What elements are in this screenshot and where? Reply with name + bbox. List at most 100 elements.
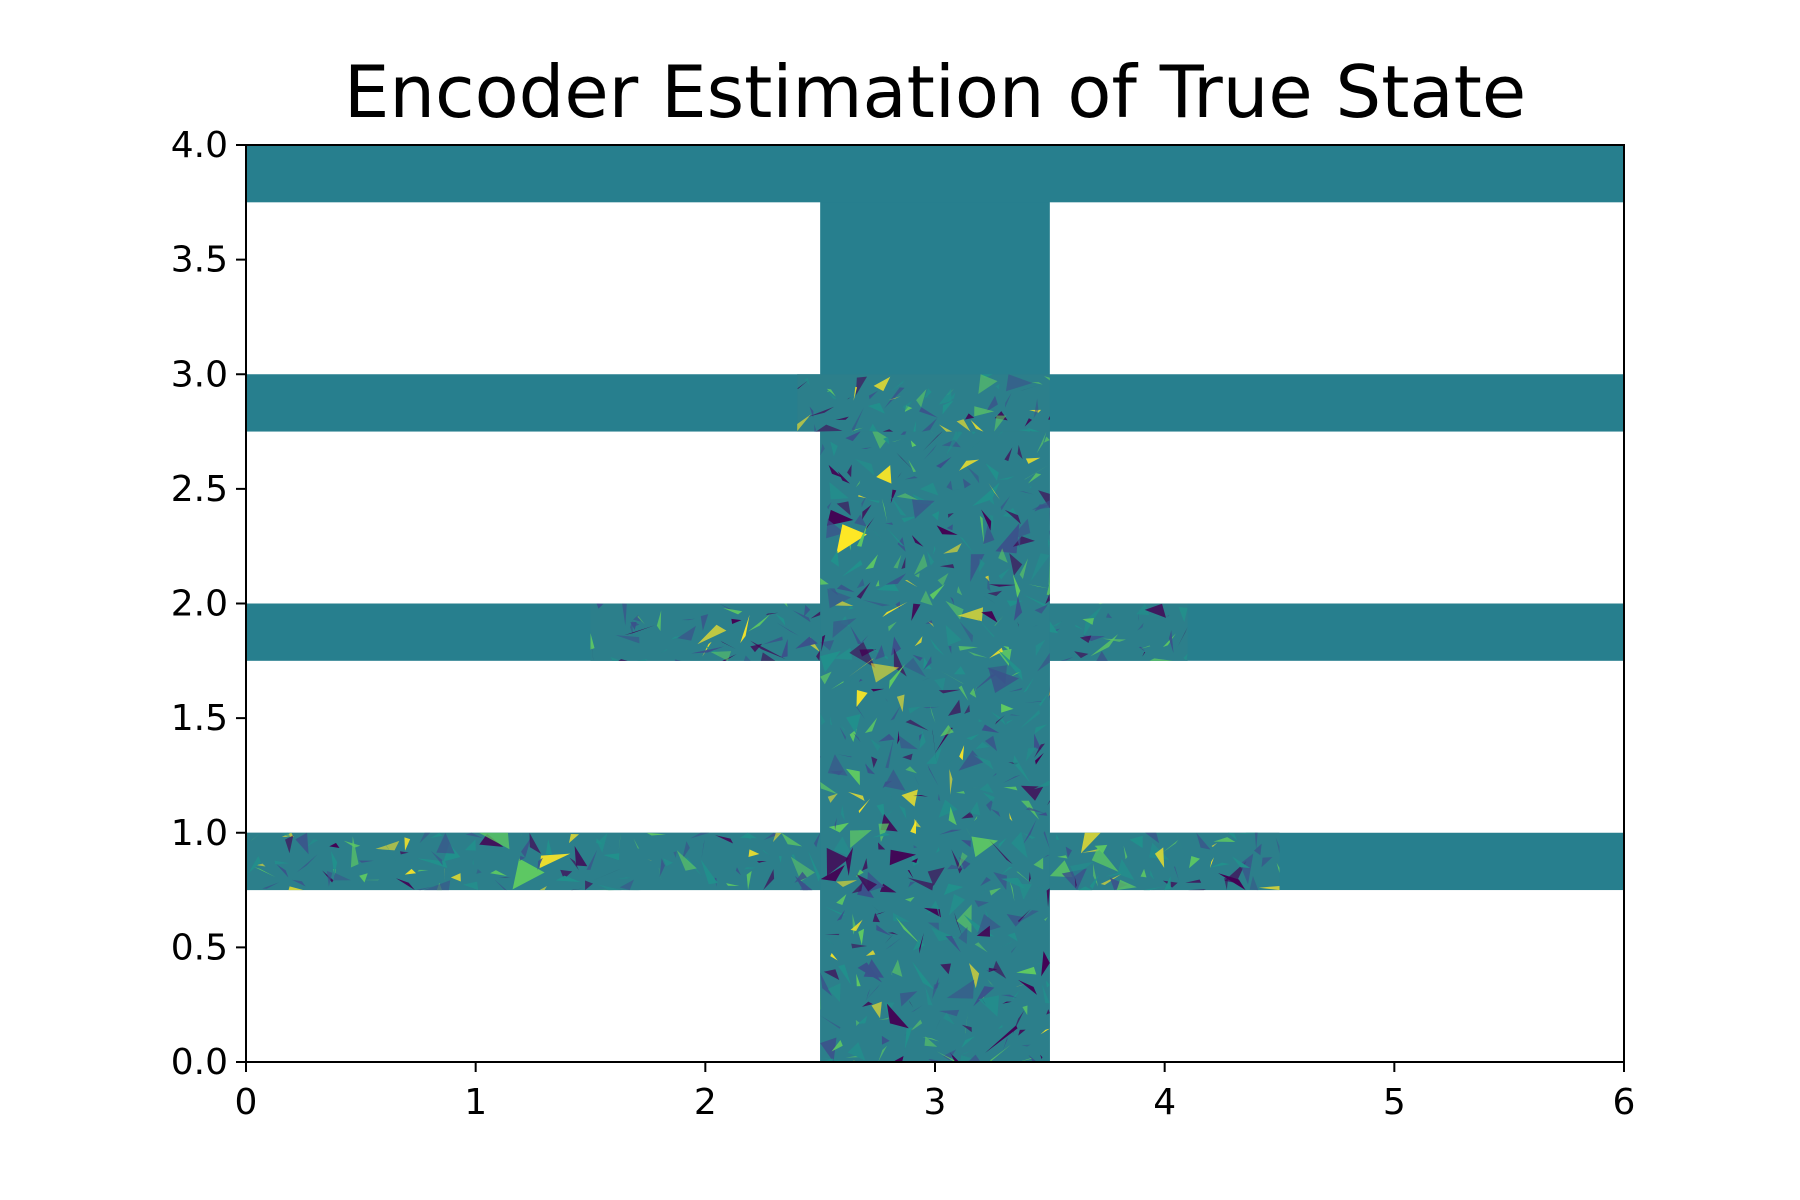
fluctuation-patch (821, 634, 826, 652)
fluctuation-patch (1045, 830, 1050, 838)
fluctuation-region-6 (1049, 832, 1280, 891)
fluctuation-patch (1017, 910, 1039, 924)
fluctuation-patch (997, 476, 1015, 480)
y-tick-label: 3.0 (171, 354, 228, 395)
fluctuation-patch (896, 493, 919, 501)
fluctuation-patch (938, 424, 953, 432)
fluctuation-patch (851, 882, 863, 894)
fluctuation-patch (972, 482, 1000, 507)
fluctuation-patch (1276, 862, 1280, 873)
fluctuation-patch (981, 509, 992, 531)
fluctuation-patch (904, 896, 915, 902)
fluctuation-patch (792, 610, 811, 623)
fluctuation-patch (1189, 855, 1201, 869)
fluctuation-patch (1005, 393, 1012, 408)
fluctuation-region-5 (246, 832, 821, 891)
fluctuation-patch (790, 856, 815, 882)
fluctuation-patch (913, 773, 920, 786)
y-tick-label: 3.5 (171, 240, 228, 281)
fluctuation-patch (1164, 876, 1171, 891)
fluctuation-patch (959, 536, 975, 555)
fluctuation-patch (919, 730, 926, 749)
fluctuation-patch (1022, 1005, 1028, 1016)
fluctuation-patch (478, 832, 510, 850)
fluctuation-patch (375, 840, 400, 851)
fluctuation-patch (855, 1019, 860, 1027)
fluctuation-patch (1024, 464, 1050, 480)
fluctuation-patch (875, 644, 885, 660)
fluctuation-patch (836, 524, 867, 554)
fluctuation-patch (1023, 676, 1035, 693)
fluctuation-patch (1056, 834, 1060, 840)
fluctuation-patch (957, 852, 968, 870)
fluctuation-patch (987, 979, 994, 987)
fluctuation-patch (1154, 847, 1165, 868)
fluctuation-patch (780, 639, 788, 658)
fluctuation-patch (998, 548, 1008, 563)
fluctuation-patch (596, 603, 604, 609)
fluctuation-patch (857, 1015, 868, 1024)
fluctuation-patch (1228, 832, 1238, 842)
fluctuation-patch (697, 603, 702, 605)
fluctuation-patch (836, 584, 855, 593)
fluctuation-patch (646, 832, 667, 836)
fluctuation-patch (897, 730, 900, 745)
fluctuation-patch (820, 781, 839, 795)
fluctuation-patch (624, 625, 656, 636)
fluctuation-patch (673, 851, 677, 858)
fluctuation-patch (498, 877, 512, 878)
fluctuation-patch (1249, 875, 1259, 891)
fluctuation-patch (966, 466, 980, 484)
fluctuation-patch (1040, 1028, 1050, 1035)
fluctuation-patch (1041, 951, 1050, 977)
fluctuation-patch (1142, 651, 1146, 657)
fluctuation-patch (1025, 427, 1040, 432)
fluctuation-patch (942, 553, 949, 565)
fluctuation-patch (1239, 853, 1254, 885)
fluctuation-patch (961, 811, 974, 819)
fluctuation-patch (659, 858, 665, 878)
fluctuation-patch (964, 704, 970, 714)
fluctuation-patch (1012, 755, 1032, 785)
fluctuation-patch (1003, 774, 1021, 784)
fluctuation-patch (417, 869, 429, 872)
fluctuation-patch (875, 579, 880, 587)
fluctuation-patch (891, 959, 903, 977)
fluctuation-patch (936, 525, 958, 535)
fluctuation-patch (1094, 844, 1108, 854)
fluctuation-patch (479, 833, 504, 847)
fluctuation-patch (1196, 832, 1211, 850)
fluctuation-patch (905, 766, 918, 774)
fluctuation-patch (815, 424, 843, 432)
fluctuation-patch (476, 868, 482, 874)
fluctuation-patch (912, 654, 923, 661)
fluctuation-patch (1018, 1029, 1026, 1036)
fluctuation-patch (921, 418, 938, 432)
fluctuation-patch (1176, 833, 1186, 859)
fluctuation-patch (946, 979, 975, 999)
fluctuation-patch (1033, 780, 1050, 790)
fluctuation-patch (938, 689, 961, 694)
fluctuation-patch (850, 625, 862, 645)
fluctuation-patch (748, 849, 760, 857)
fluctuation-patch (555, 875, 581, 883)
fluctuation-patch (978, 719, 983, 723)
fluctuation-patch (937, 793, 941, 802)
fluctuation-patch (950, 596, 955, 605)
fluctuation-patch (983, 906, 988, 918)
fluctuation-patch (953, 666, 966, 675)
fluctuation-patch (1080, 832, 1101, 854)
fluctuation-patch (1004, 509, 1021, 525)
fluctuation-patch (1079, 635, 1092, 644)
fluctuation-patch (914, 818, 922, 828)
fluctuation-patch (876, 924, 892, 936)
fluctuation-patch (288, 886, 304, 891)
fluctuation-patch (885, 573, 907, 585)
fluctuation-patch (830, 441, 838, 457)
fluctuation-patch (719, 603, 740, 614)
fluctuation-patch (670, 635, 684, 640)
fluctuation-patch (450, 873, 461, 882)
y-tick-label: 2.5 (171, 469, 228, 510)
fluctuation-patch (988, 647, 1003, 659)
fluctuation-patch (1018, 883, 1032, 900)
